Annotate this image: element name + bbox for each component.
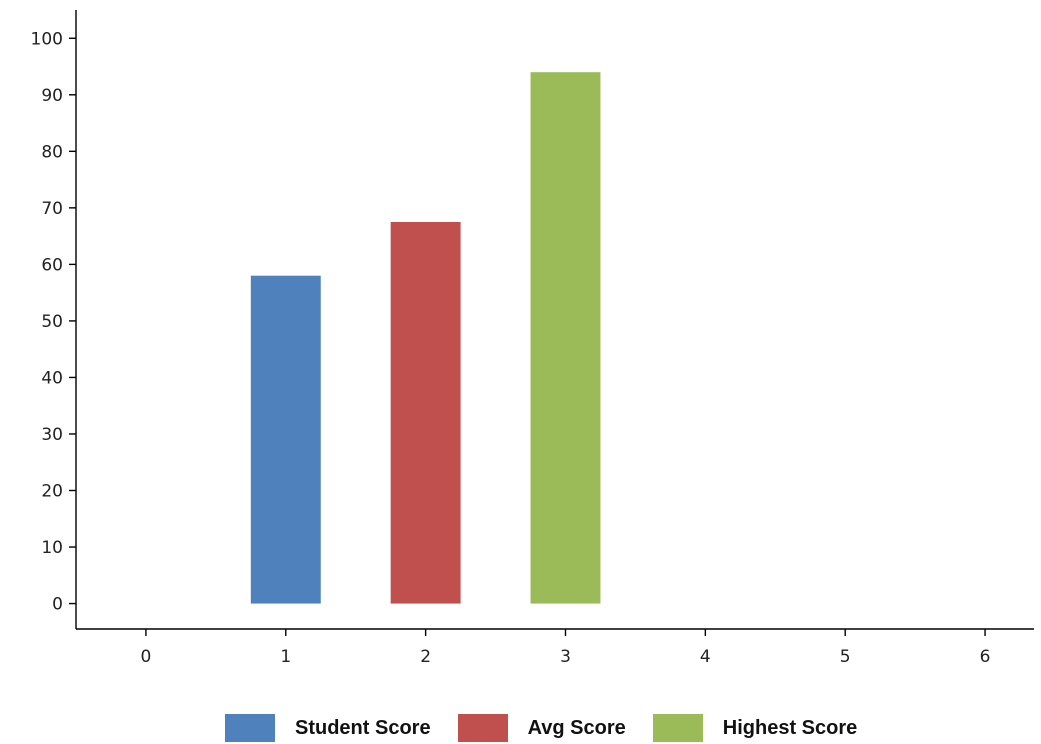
y-tick-label: 80 <box>41 142 63 162</box>
bar-highest-score <box>530 72 601 604</box>
legend-swatch-avg-score <box>457 714 508 742</box>
legend-swatch-highest-score <box>652 714 703 742</box>
y-tick-label: 10 <box>41 538 63 558</box>
axes-group <box>75 10 1034 630</box>
y-tick-label: 50 <box>41 312 63 332</box>
y-tick-label: 100 <box>31 29 63 49</box>
legend-item-avg-score: Avg Score <box>457 714 626 742</box>
x-tick-label: 0 <box>141 647 152 667</box>
y-tick-label: 60 <box>41 255 63 275</box>
bar-student-score <box>250 275 321 604</box>
x-tick-label: 6 <box>980 647 991 667</box>
legend-label-student-score: Student Score <box>295 716 431 739</box>
legend-item-student-score: Student Score <box>225 714 431 742</box>
legend-item-highest-score: Highest Score <box>652 714 858 742</box>
y-ticks-group: 0 10 20 30 40 50 60 70 80 90 100 <box>31 29 76 615</box>
legend-label-highest-score: Highest Score <box>722 716 858 739</box>
x-tick-label: 4 <box>700 647 711 667</box>
bar-avg-score <box>390 221 461 604</box>
y-tick-label: 0 <box>52 595 63 615</box>
x-tick-label: 2 <box>420 647 431 667</box>
legend-label-avg-score: Avg Score <box>527 716 626 739</box>
y-tick-label: 90 <box>41 86 63 106</box>
y-tick-label: 70 <box>41 199 63 219</box>
y-tick-label: 30 <box>41 425 63 445</box>
x-tick-label: 5 <box>840 647 851 667</box>
y-tick-label: 40 <box>41 368 63 388</box>
legend-swatch-student-score <box>225 714 275 742</box>
legend: Student Score Avg Score Highest Score <box>225 713 857 743</box>
x-ticks-group: 0 1 2 3 4 5 6 <box>141 629 991 667</box>
y-tick-label: 20 <box>41 482 63 502</box>
bars-group <box>250 72 601 604</box>
x-tick-label: 3 <box>560 647 571 667</box>
x-tick-label: 1 <box>280 647 291 667</box>
